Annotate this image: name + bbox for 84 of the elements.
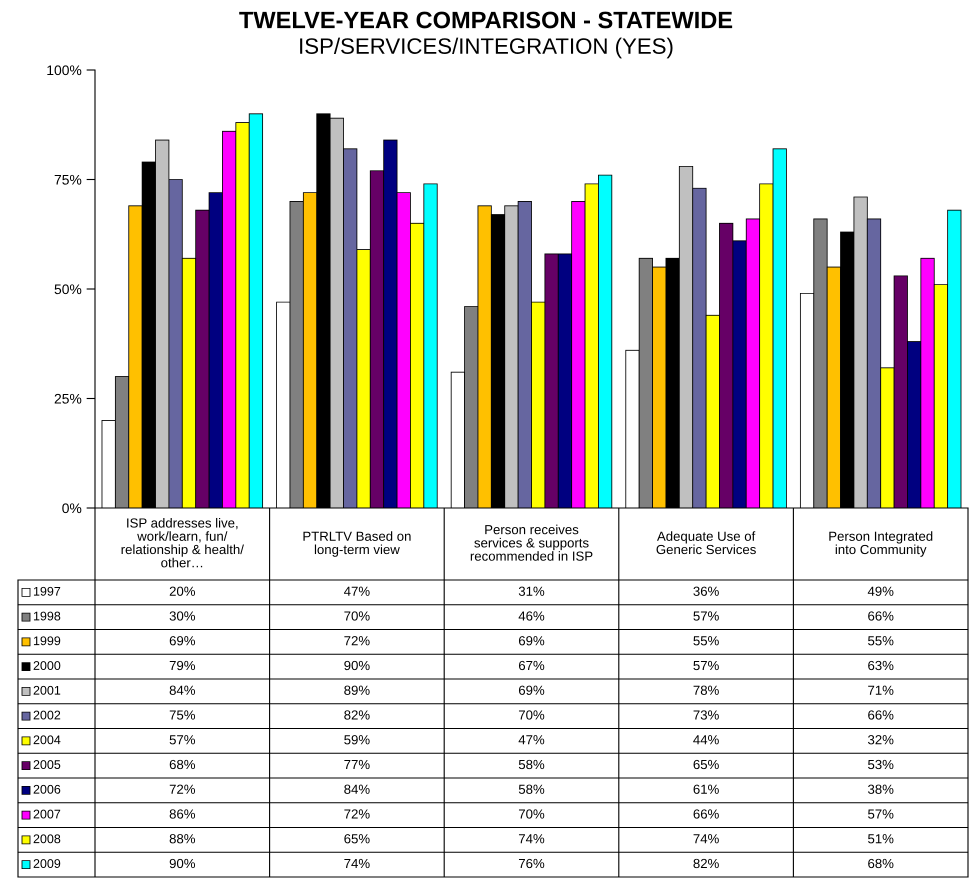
data-label: 70%: [518, 710, 544, 720]
y-tick-label: 25%: [54, 394, 82, 404]
data-label: 44%: [693, 735, 719, 744]
y-tick-label: 75%: [54, 174, 82, 185]
data-label: 90%: [344, 660, 370, 670]
x-tick-label: Person receives services & supports recommended in ISP: [470, 524, 592, 561]
data-label: 63%: [868, 660, 894, 670]
legend-label: 1998: [34, 612, 60, 620]
y-tick-label: 100%: [47, 65, 82, 76]
data-label: 58%: [518, 784, 544, 794]
legend-label: 2001: [34, 686, 60, 695]
legend-label: 2005: [34, 760, 60, 769]
data-label: 82%: [693, 858, 719, 868]
legend-label: 2009: [34, 859, 60, 868]
y-tick-label: 0%: [62, 503, 82, 514]
data-label: 71%: [868, 686, 894, 695]
data-label: 78%: [694, 686, 719, 695]
data-label: 57%: [693, 660, 719, 670]
data-label: 70%: [518, 809, 544, 819]
data-label: 69%: [170, 636, 196, 646]
legend-label: 2006: [34, 784, 60, 794]
data-label: 79%: [170, 660, 196, 670]
data-label: 49%: [868, 586, 894, 596]
legend-label: 1997: [34, 586, 60, 596]
data-label: 82%: [344, 710, 370, 720]
data-label: 74%: [344, 858, 370, 868]
x-tick-label: PTRLTV Based on long-term view: [303, 531, 411, 557]
y-tick-label: 50%: [54, 284, 82, 294]
data-label: 72%: [170, 784, 196, 794]
data-label: 86%: [170, 809, 196, 819]
data-label: 38%: [868, 784, 894, 794]
data-label: 67%: [518, 660, 544, 670]
data-label: 20%: [170, 586, 196, 596]
x-tick-label: ISP addresses live, work/learn, fun/ relationship & health/ other…: [122, 518, 244, 568]
legend-label: 2002: [34, 710, 60, 720]
data-label: 84%: [344, 784, 370, 794]
x-tick-label: Adequate Use of Generic Services: [656, 531, 756, 554]
data-label: 47%: [344, 586, 370, 596]
data-label: 47%: [518, 735, 544, 744]
data-label: 57%: [868, 809, 894, 819]
x-tick-label: Person Integrated into Community: [829, 531, 932, 557]
data-label: 66%: [868, 611, 894, 621]
legend-label: 2000: [34, 661, 60, 670]
data-label: 69%: [518, 636, 544, 646]
data-label: 70%: [344, 611, 370, 621]
data-label: 65%: [694, 760, 719, 770]
data-label: 69%: [518, 686, 544, 695]
data-label: 90%: [170, 858, 196, 868]
data-label: 68%: [170, 760, 196, 770]
chart-title: TWELVE-YEAR COMPARISON - STATEWIDE: [239, 12, 732, 28]
data-label: 55%: [868, 636, 894, 646]
data-label: 88%: [170, 834, 196, 844]
data-label: 57%: [693, 611, 719, 621]
data-label: 72%: [344, 809, 370, 819]
data-label: 68%: [868, 858, 894, 868]
data-label: 75%: [170, 710, 196, 720]
data-label: 36%: [693, 586, 719, 596]
legend-label: 1999: [34, 636, 60, 646]
data-label: 31%: [518, 586, 544, 596]
data-label: 55%: [693, 636, 719, 646]
data-label: 65%: [344, 834, 370, 844]
data-label: 30%: [170, 611, 196, 621]
chart-subtitle: ISP/SERVICES/INTEGRATION (YES): [300, 38, 673, 58]
data-label: 89%: [344, 686, 370, 695]
data-label: 74%: [518, 834, 544, 844]
data-label: 76%: [518, 858, 544, 868]
data-label: 59%: [344, 735, 370, 744]
data-label: 66%: [868, 710, 894, 720]
data-label: 66%: [694, 809, 719, 819]
data-label: 57%: [170, 735, 196, 744]
legend-label: 2008: [34, 834, 60, 844]
legend-label: 2007: [34, 810, 60, 818]
data-label: 73%: [694, 710, 719, 720]
data-label: 53%: [868, 760, 894, 770]
data-label: 51%: [868, 834, 894, 844]
data-label: 74%: [694, 834, 719, 844]
data-label: 72%: [344, 636, 370, 646]
legend-label: 2004: [34, 735, 60, 744]
data-label: 61%: [694, 784, 719, 794]
data-label: 32%: [868, 735, 894, 744]
data-label: 58%: [518, 760, 544, 770]
data-label: 46%: [518, 611, 544, 621]
data-label: 77%: [344, 760, 370, 770]
data-label: 84%: [170, 686, 196, 695]
